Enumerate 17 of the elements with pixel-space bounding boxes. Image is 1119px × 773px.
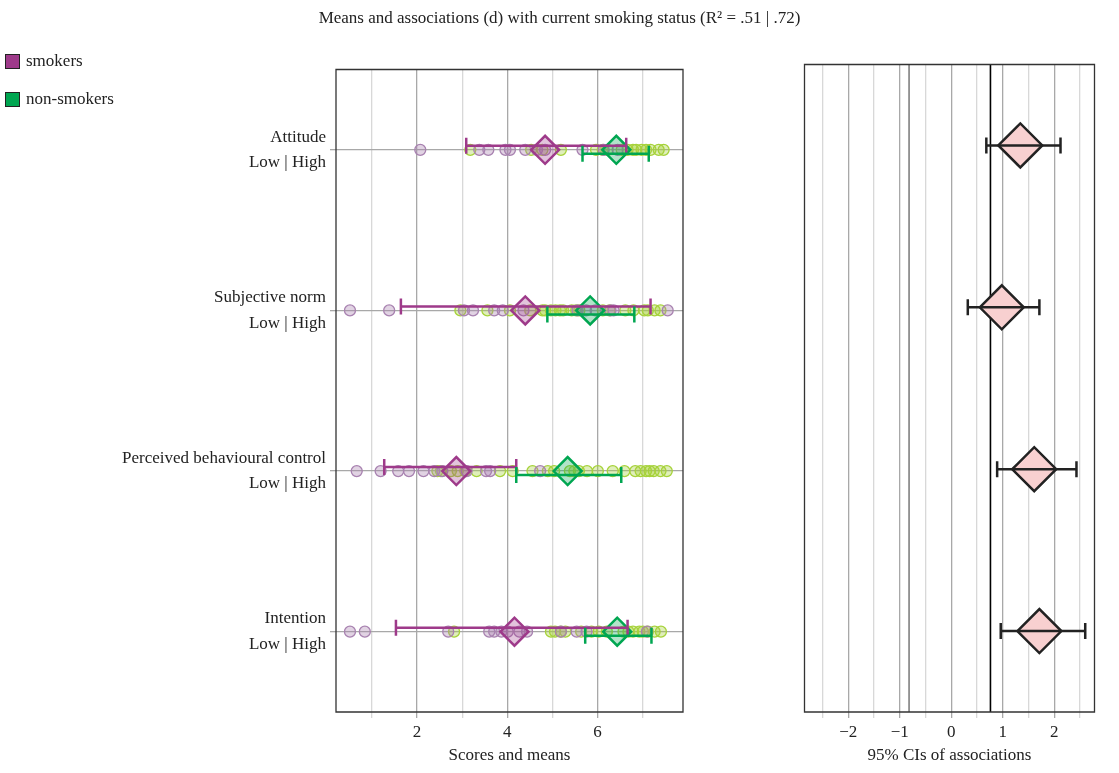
y-tick-label: Perceived behavioural control Low | High bbox=[122, 447, 327, 493]
legend-label: non-smokers bbox=[26, 89, 114, 109]
chart-title: Means and associations (d) with current smoking status (R² = .51 | .72) bbox=[317, 8, 802, 28]
x-tick-label: 2 bbox=[1050, 721, 1059, 741]
x-tick-label: 1 bbox=[998, 721, 1008, 741]
y-tick-label: Attitude Low | High bbox=[248, 126, 327, 172]
x-tick-label: −2 bbox=[839, 721, 858, 741]
x-tick-label: 4 bbox=[503, 721, 512, 741]
x-tick-label: 6 bbox=[593, 721, 602, 741]
x-tick-label: 2 bbox=[412, 721, 422, 741]
y-tick-label: Subjective norm Low | High bbox=[214, 287, 327, 332]
x-tick-label: −1 bbox=[890, 721, 909, 741]
legend-label: smokers bbox=[26, 51, 83, 71]
x-axis-title: Scores and means bbox=[448, 745, 571, 765]
x-tick-label: 0 bbox=[947, 721, 956, 741]
y-tick-label: Intention Low | High bbox=[248, 608, 327, 653]
x-axis-title: 95% CIs of associations bbox=[867, 745, 1032, 765]
